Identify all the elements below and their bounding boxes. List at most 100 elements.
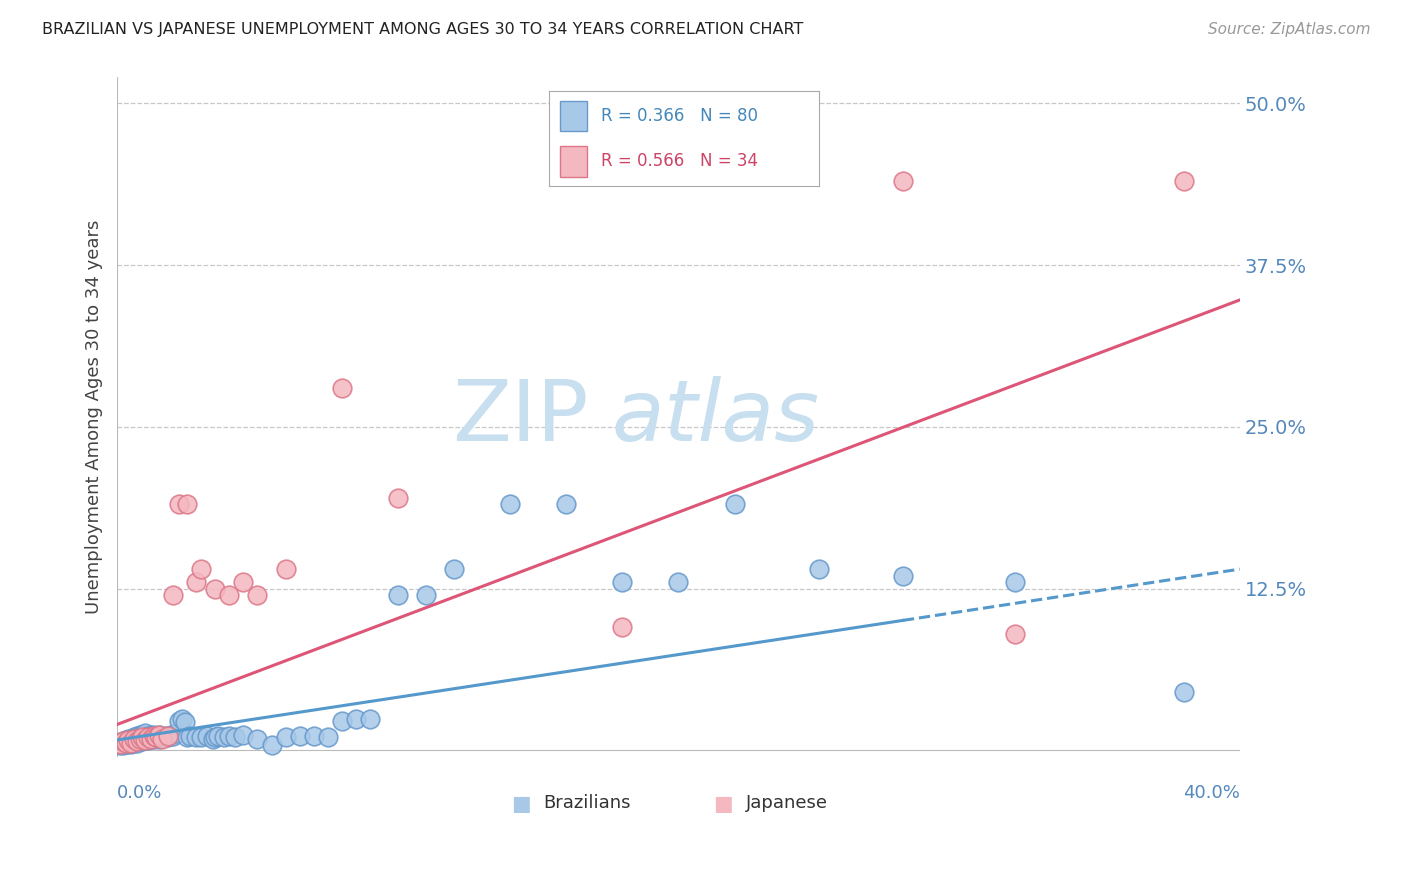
Point: [204, 582, 226, 596]
Point: [114, 733, 136, 747]
Point: [120, 731, 142, 746]
Point: [207, 729, 229, 743]
Point: [218, 729, 240, 743]
Point: [117, 733, 139, 747]
Point: [111, 734, 134, 748]
Point: [190, 731, 212, 745]
Point: [218, 588, 240, 602]
Point: [179, 729, 201, 743]
Point: [260, 738, 283, 752]
Point: [145, 731, 167, 745]
Point: [134, 733, 156, 747]
Point: [142, 728, 165, 742]
Point: [162, 588, 184, 602]
Point: [330, 714, 353, 728]
Point: [108, 735, 131, 749]
Text: Japanese: Japanese: [745, 794, 828, 812]
Point: [415, 588, 437, 602]
Point: [117, 731, 139, 746]
Point: [387, 491, 409, 505]
Point: [136, 733, 159, 747]
Text: Brazilians: Brazilians: [544, 794, 631, 812]
Y-axis label: Unemployment Among Ages 30 to 34 years: Unemployment Among Ages 30 to 34 years: [86, 220, 103, 615]
Point: [612, 620, 634, 634]
Point: [128, 734, 150, 748]
Point: [1173, 174, 1195, 188]
Point: [1173, 685, 1195, 699]
Point: [165, 726, 187, 740]
Point: [125, 735, 148, 749]
Point: [246, 588, 269, 602]
Point: [668, 575, 690, 590]
Point: [128, 728, 150, 742]
Point: [807, 562, 830, 576]
Point: [122, 735, 145, 749]
Point: [139, 731, 162, 746]
Point: [108, 738, 131, 752]
Text: ■: ■: [713, 794, 733, 814]
Point: [170, 712, 193, 726]
Point: [122, 733, 145, 747]
Point: [176, 731, 198, 745]
Point: [117, 734, 139, 748]
Point: [111, 734, 134, 748]
Point: [159, 728, 181, 742]
Point: [111, 738, 134, 752]
Point: [184, 575, 207, 590]
Point: [212, 731, 235, 745]
Point: [150, 731, 173, 746]
Point: [105, 737, 128, 751]
Point: [139, 731, 162, 746]
Point: [125, 729, 148, 743]
Point: [125, 733, 148, 747]
Point: [142, 729, 165, 743]
Point: [1004, 575, 1026, 590]
Point: [274, 731, 297, 745]
Point: [134, 731, 156, 745]
Point: [344, 712, 367, 726]
Point: [131, 728, 153, 742]
Point: [120, 737, 142, 751]
Point: [114, 735, 136, 749]
Point: [232, 575, 254, 590]
Point: [125, 734, 148, 748]
Point: [136, 731, 159, 745]
Point: [443, 562, 465, 576]
Point: [153, 729, 176, 743]
Point: [274, 562, 297, 576]
Point: [184, 731, 207, 745]
Point: [134, 733, 156, 747]
Point: [108, 737, 131, 751]
Point: [156, 729, 179, 743]
Point: [612, 575, 634, 590]
Point: [128, 731, 150, 746]
Text: 0.0%: 0.0%: [117, 784, 163, 802]
Point: [173, 714, 195, 729]
Point: [122, 731, 145, 745]
Point: [128, 731, 150, 746]
Text: BRAZILIAN VS JAPANESE UNEMPLOYMENT AMONG AGES 30 TO 34 YEARS CORRELATION CHART: BRAZILIAN VS JAPANESE UNEMPLOYMENT AMONG…: [42, 22, 804, 37]
Text: Source: ZipAtlas.com: Source: ZipAtlas.com: [1208, 22, 1371, 37]
Point: [120, 735, 142, 749]
Point: [195, 729, 218, 743]
Point: [131, 734, 153, 748]
Point: [224, 731, 246, 745]
Point: [156, 731, 179, 745]
Point: [148, 731, 170, 746]
Point: [136, 729, 159, 743]
Point: [555, 498, 578, 512]
Point: [114, 737, 136, 751]
Point: [387, 588, 409, 602]
Point: [232, 728, 254, 742]
Point: [891, 568, 914, 582]
Point: [176, 498, 198, 512]
Point: [148, 728, 170, 742]
Point: [499, 498, 522, 512]
Text: ZIP: ZIP: [453, 376, 589, 458]
Point: [122, 731, 145, 746]
Point: [105, 735, 128, 749]
Point: [148, 728, 170, 742]
Point: [139, 728, 162, 742]
Point: [134, 726, 156, 740]
Point: [167, 498, 190, 512]
